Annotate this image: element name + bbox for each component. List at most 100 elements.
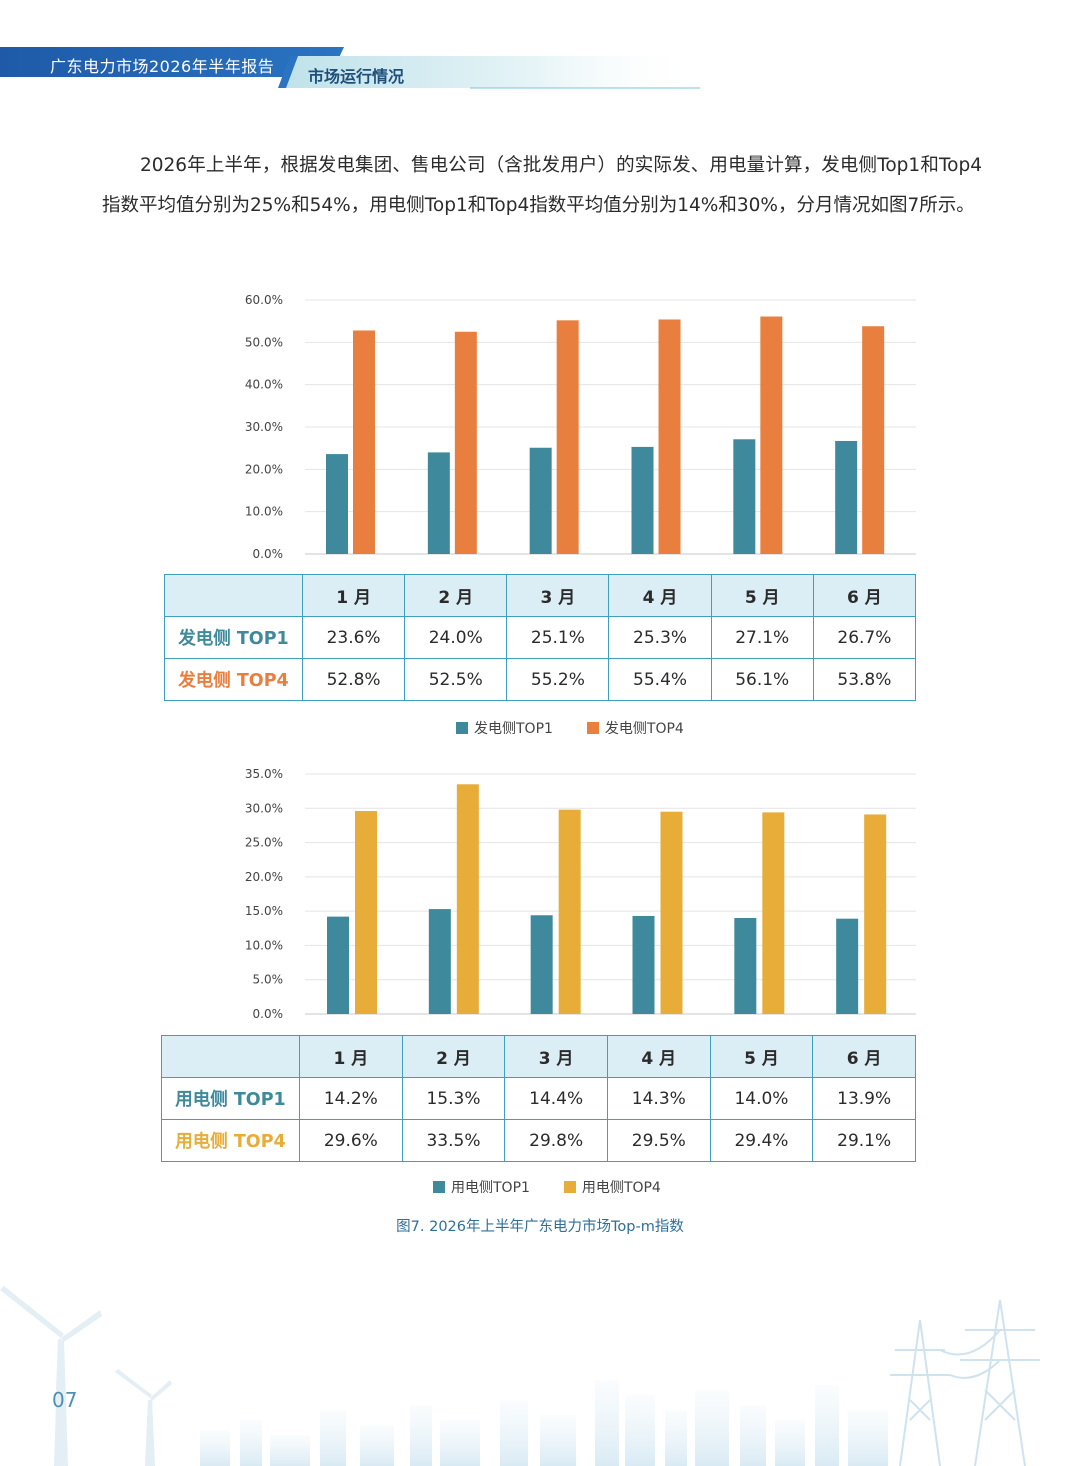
generation-chart-svg: 0.0% 10.0% 20.0% 30.0% 40.0% 50.0% 60.0% [245, 293, 916, 561]
table-row: 用电侧 TOP4 29.6% 33.5% 29.8% 29.5% 29.4% 2… [161, 1119, 916, 1162]
y-tick-label: 20.0% [245, 462, 283, 476]
bar-top4 [762, 812, 785, 1014]
report-title: 广东电力市场2026年半年报告 [50, 57, 275, 76]
y-tick-label: 10.0% [245, 938, 283, 952]
y-tick-label: 60.0% [245, 293, 283, 307]
table-cell: 29.1% [812, 1119, 916, 1162]
page-header: 广东电力市场2026年半年报告 市场运行情况 [0, 0, 1080, 100]
y-tick-label: 30.0% [245, 801, 283, 815]
legend-label: 用电侧TOP4 [581, 1180, 661, 1196]
legend-swatch [456, 722, 468, 734]
consumption-chart: 0.0% 5.0% 10.0% 15.0% 20.0% 25.0% 30.0% 35.0% [200, 764, 940, 1026]
month-header: 1 月 [299, 1035, 403, 1078]
table-cell: 52.8% [301, 658, 406, 701]
legend-label: 发电侧TOP1 [474, 721, 553, 737]
row-label-use-top1: 用电侧 TOP1 [161, 1077, 300, 1120]
table-cell: 52.5% [404, 658, 508, 701]
bar-top4 [760, 316, 783, 554]
legend-swatch [586, 722, 599, 734]
row-label-gen-top4: 发电侧 TOP4 [164, 658, 303, 701]
bar-top4 [353, 330, 375, 554]
table-cell: 29.6% [299, 1119, 403, 1162]
y-tick-label: 0.0% [253, 547, 284, 561]
bar-top1 [835, 440, 858, 554]
bar-top4 [864, 814, 887, 1014]
consumption-legend: 用电侧TOP1 用电侧TOP4 [433, 1177, 661, 1197]
bar-top1 [733, 439, 756, 554]
legend-swatch [563, 1181, 576, 1193]
table-cell: 53.8% [812, 658, 917, 701]
table-cell: 14.4% [504, 1077, 608, 1120]
table-cell: 56.1% [710, 658, 814, 701]
table-cell: 26.7% [812, 616, 917, 659]
bar-top4 [556, 320, 579, 554]
legend-label: 用电侧TOP1 [451, 1180, 530, 1196]
y-tick-label: 35.0% [245, 767, 283, 781]
month-header: 3 月 [506, 574, 610, 617]
legend-item: 用电侧TOP4 [563, 1177, 661, 1197]
generation-legend: 发电侧TOP1 发电侧TOP4 [456, 718, 684, 738]
month-header: 5 月 [709, 1035, 814, 1078]
table-cell: 14.0% [709, 1077, 814, 1120]
table-cell: 55.4% [608, 658, 712, 701]
bar-top1 [734, 918, 757, 1014]
bar-top4 [456, 784, 479, 1014]
bar-top1 [327, 916, 349, 1014]
bar-top4 [454, 331, 477, 554]
table-row: 发电侧 TOP1 23.6% 24.0% 25.1% 25.3% 27.1% 2… [164, 616, 917, 659]
table-cell: 25.3% [608, 616, 712, 659]
bar-top4 [658, 319, 681, 554]
table-header-row: 1 月 2 月 3 月 4 月 5 月 6 月 [161, 1035, 916, 1078]
bar-top4 [660, 811, 683, 1014]
table-cell: 29.5% [606, 1119, 711, 1162]
legend-swatch [433, 1181, 445, 1193]
header-band-graphic [0, 47, 700, 89]
month-header: 6 月 [812, 1035, 916, 1078]
table-row: 用电侧 TOP1 14.2% 15.3% 14.4% 14.3% 14.0% 1… [161, 1077, 916, 1120]
table-cell: 27.1% [710, 616, 814, 659]
month-header: 6 月 [812, 574, 917, 617]
bar-top1 [428, 909, 451, 1014]
table-cell: 29.4% [709, 1119, 814, 1162]
y-tick-label: 10.0% [245, 505, 283, 519]
bar-top1 [836, 918, 859, 1014]
bar-top1 [529, 447, 552, 554]
month-header: 5 月 [710, 574, 814, 617]
bar-top1 [631, 446, 654, 554]
table-cell: 23.6% [301, 616, 406, 659]
bar-top1 [632, 915, 655, 1014]
legend-label: 发电侧TOP4 [604, 721, 684, 737]
consumption-chart-svg: 0.0% 5.0% 10.0% 15.0% 20.0% 25.0% 30.0% 35.0% [245, 767, 916, 1021]
bar-top4 [558, 809, 581, 1014]
legend-item: 用电侧TOP1 [433, 1177, 530, 1197]
table-cell: 13.9% [812, 1077, 916, 1120]
bar-top1 [427, 452, 450, 554]
footer-skyline-graphic [0, 1286, 1040, 1466]
table-cell: 33.5% [401, 1119, 506, 1162]
table-corner-cell [164, 574, 303, 617]
bar-top4 [862, 326, 885, 554]
y-tick-label: 30.0% [245, 420, 283, 434]
bar-top1 [530, 915, 553, 1014]
table-corner-cell [161, 1035, 300, 1078]
month-header: 1 月 [301, 574, 406, 617]
y-tick-label: 5.0% [253, 973, 284, 987]
y-tick-label: 40.0% [245, 378, 283, 392]
table-cell: 15.3% [401, 1077, 506, 1120]
month-header: 2 月 [404, 574, 508, 617]
generation-data-table: 1 月 2 月 3 月 4 月 5 月 6 月 发电侧 TOP1 23.6% 2… [164, 574, 917, 701]
month-header: 3 月 [504, 1035, 608, 1078]
table-cell: 14.2% [299, 1077, 403, 1120]
table-row: 发电侧 TOP4 52.8% 52.5% 55.2% 55.4% 56.1% 5… [164, 658, 917, 701]
legend-item: 发电侧TOP1 [456, 718, 553, 738]
row-label-gen-top1: 发电侧 TOP1 [164, 616, 303, 659]
bar-top1 [326, 454, 348, 554]
month-header: 4 月 [606, 1035, 711, 1078]
y-tick-label: 25.0% [245, 836, 283, 850]
month-header: 2 月 [401, 1035, 506, 1078]
figure-caption: 图7. 2026年上半年广东电力市场Top-m指数 [396, 1219, 684, 1235]
intro-paragraph: 2026年上半年，根据发电集团、售电公司（含批发用户）的实际发、用电量计算，发电… [102, 155, 982, 216]
y-tick-label: 50.0% [245, 335, 283, 349]
y-tick-label: 15.0% [245, 904, 283, 918]
table-cell: 14.3% [606, 1077, 711, 1120]
